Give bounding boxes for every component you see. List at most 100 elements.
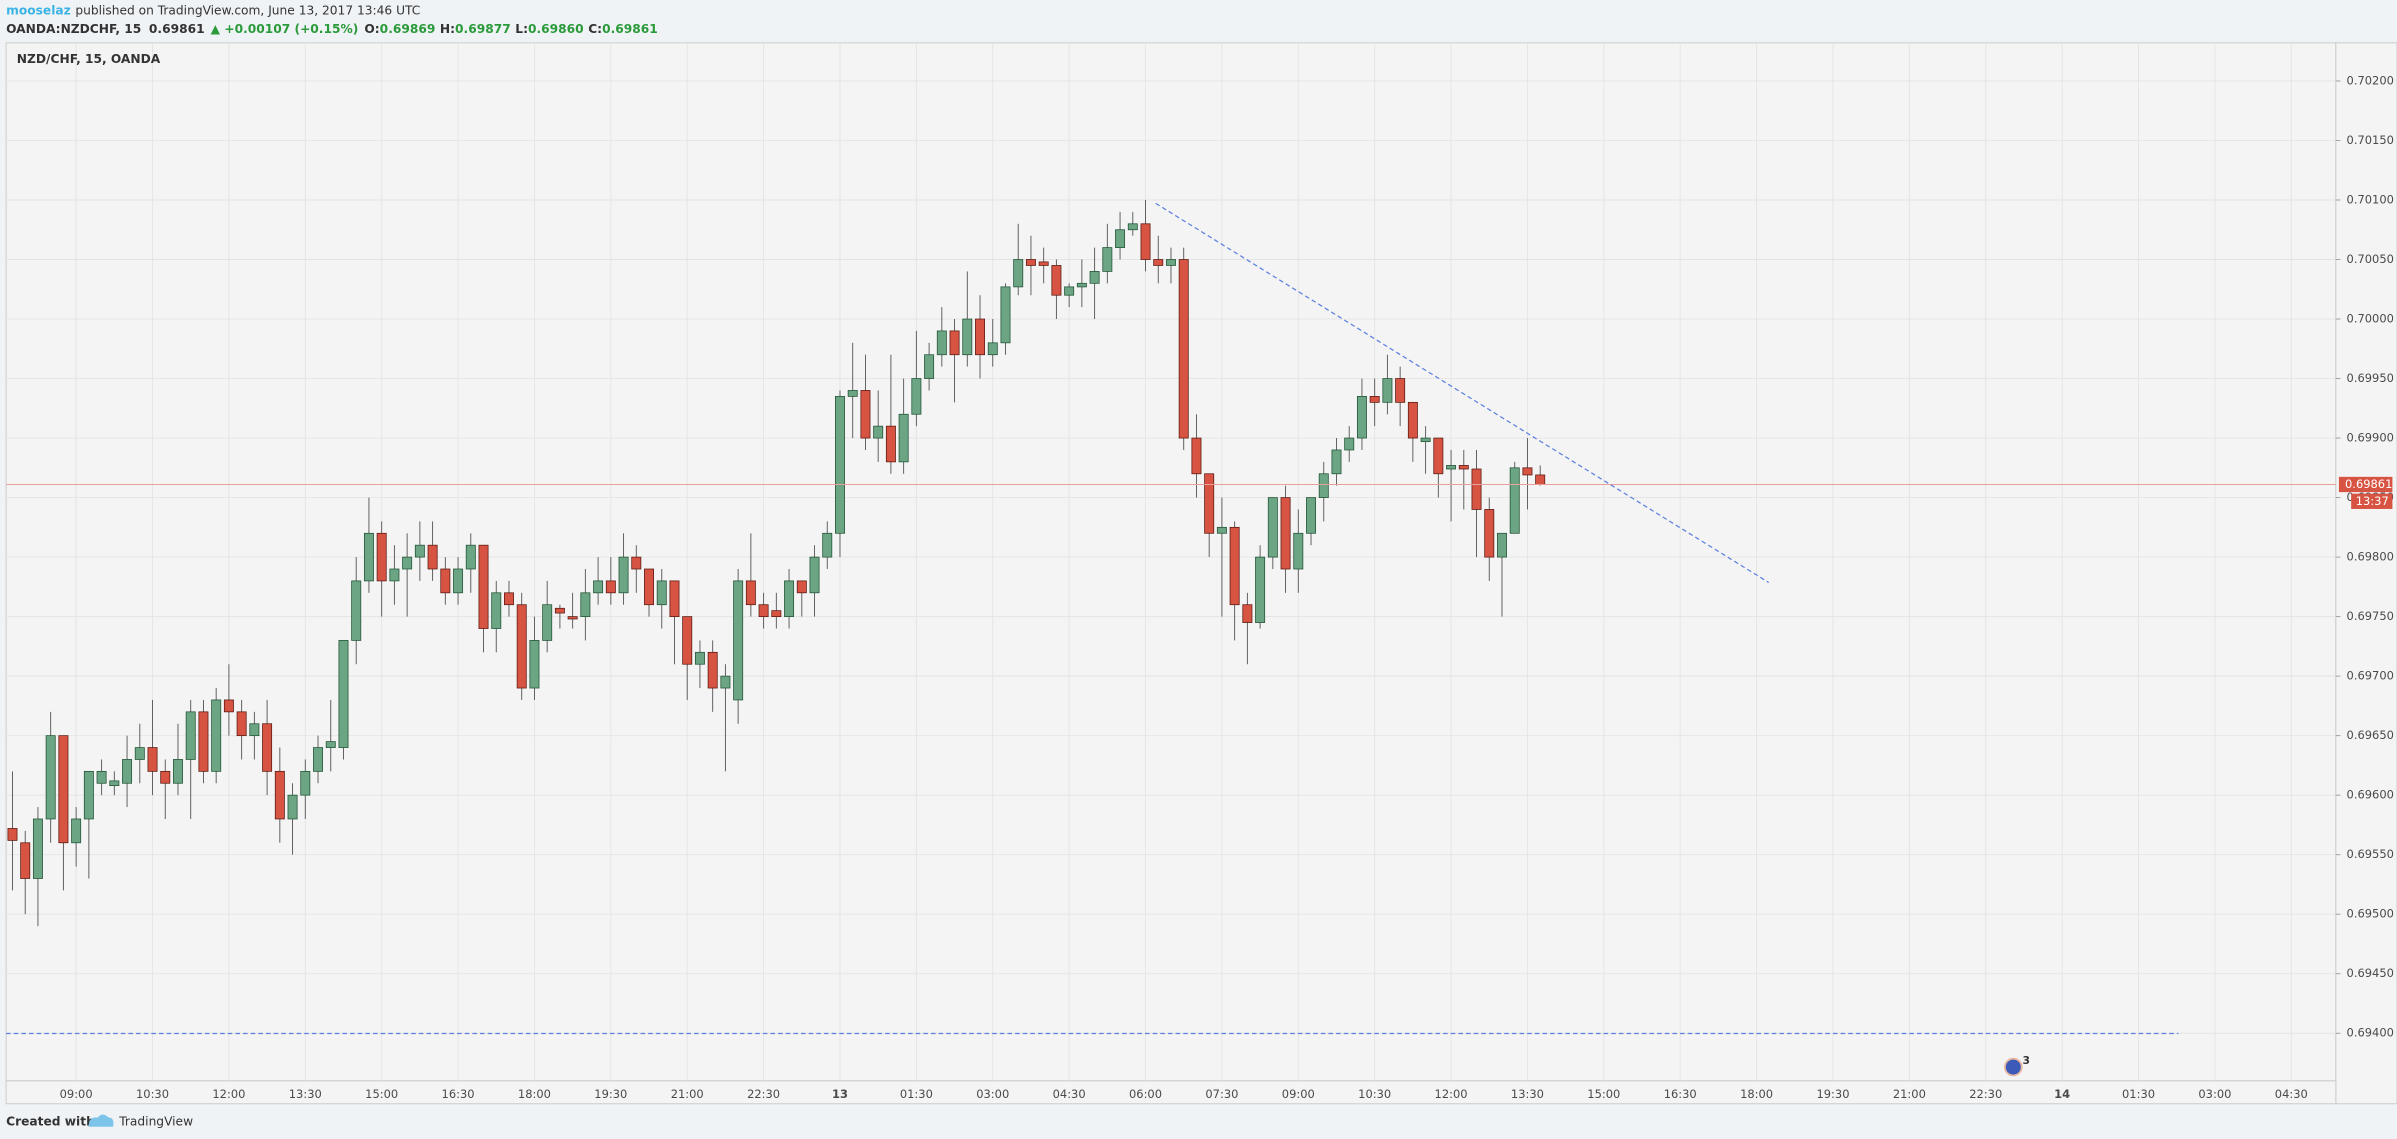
h-value: 0.69877 bbox=[455, 22, 511, 36]
x-tick-label: 07:30 bbox=[1205, 1087, 1238, 1101]
candle-body bbox=[1166, 259, 1176, 266]
candle-body bbox=[1535, 474, 1546, 485]
y-tick-label: 0.69550 bbox=[2347, 847, 2394, 861]
candle-body bbox=[924, 354, 935, 379]
event-icon[interactable] bbox=[2003, 1057, 2023, 1077]
candle-body bbox=[1318, 473, 1329, 498]
candle-body bbox=[1076, 282, 1087, 288]
x-tick-label: 13:30 bbox=[1511, 1087, 1544, 1101]
candle-body bbox=[784, 580, 795, 617]
candle-body bbox=[313, 747, 323, 772]
candle-body bbox=[1522, 467, 1533, 476]
candle-body bbox=[1191, 437, 1202, 475]
x-tick-label: 15:00 bbox=[1587, 1087, 1620, 1101]
candle-body bbox=[160, 770, 171, 784]
candle-body bbox=[96, 770, 107, 784]
candle-body bbox=[173, 759, 183, 784]
trend-line[interactable] bbox=[1155, 202, 1770, 584]
l-key: L: bbox=[515, 22, 528, 36]
candle-body bbox=[1153, 259, 1164, 266]
candle-body bbox=[1458, 465, 1469, 470]
candle-body bbox=[440, 568, 451, 594]
published: published on TradingView.com, June 13, 2… bbox=[75, 3, 420, 17]
chart-title: NZD/CHF, 15, OANDA bbox=[17, 52, 161, 66]
candle-body bbox=[694, 651, 705, 665]
candle-body bbox=[1306, 497, 1316, 534]
candle-body bbox=[644, 568, 654, 606]
x-tick-label: 18:00 bbox=[1740, 1087, 1773, 1101]
x-tick-label: 03:00 bbox=[2198, 1087, 2231, 1101]
price-axis-panel bbox=[2335, 42, 2397, 1105]
x-tick-label: 12:00 bbox=[1435, 1087, 1468, 1101]
candle-body bbox=[1140, 223, 1151, 260]
candle-body bbox=[554, 607, 565, 614]
x-tick-label: 22:30 bbox=[1969, 1087, 2002, 1101]
candle-body bbox=[936, 330, 947, 356]
x-tick-label: 13 bbox=[832, 1087, 848, 1101]
candle-body bbox=[1293, 532, 1304, 570]
candle-body bbox=[1344, 437, 1355, 451]
candle-body bbox=[1204, 473, 1215, 534]
candle-body bbox=[885, 425, 896, 463]
x-tick-label: 19:30 bbox=[594, 1087, 627, 1101]
x-tick-label: 10:30 bbox=[136, 1087, 169, 1101]
candle-body bbox=[516, 604, 527, 689]
candle-body bbox=[873, 425, 884, 439]
footer-created: Created with bbox=[6, 1115, 95, 1129]
candle-body bbox=[20, 842, 31, 879]
candle-body bbox=[7, 828, 18, 841]
candle-body bbox=[1102, 247, 1113, 272]
o-key: O: bbox=[364, 22, 379, 36]
author[interactable]: mooselaz bbox=[6, 3, 71, 17]
y-tick-label: 0.69450 bbox=[2347, 966, 2394, 980]
candle-body bbox=[198, 711, 209, 772]
x-tick-label: 04:30 bbox=[2275, 1087, 2308, 1101]
candle-body bbox=[1025, 259, 1036, 266]
candle-body bbox=[262, 723, 273, 772]
x-tick-label: 09:00 bbox=[60, 1087, 93, 1101]
candle-body bbox=[542, 604, 553, 641]
candle-body bbox=[185, 711, 196, 760]
candle-body bbox=[32, 818, 43, 879]
c-key: C: bbox=[588, 22, 602, 36]
candle-body bbox=[1446, 465, 1457, 470]
y-tick-label: 0.70200 bbox=[2347, 73, 2394, 87]
candle-body bbox=[1255, 556, 1266, 623]
event-count: 3 bbox=[2022, 1054, 2029, 1067]
plot-area bbox=[5, 42, 2337, 1082]
candle-body bbox=[287, 794, 298, 820]
candle-body bbox=[1089, 271, 1100, 284]
candle-body bbox=[351, 580, 362, 641]
h-key: H: bbox=[440, 22, 455, 36]
candle-body bbox=[300, 770, 311, 796]
candle-body bbox=[325, 741, 336, 748]
candle-body bbox=[733, 580, 744, 701]
symbol: OANDA:NZDCHF, 15 bbox=[6, 22, 141, 36]
l-value: 0.69860 bbox=[528, 22, 584, 36]
x-tick-label: 19:30 bbox=[1816, 1087, 1849, 1101]
x-tick-label: 09:00 bbox=[1282, 1087, 1315, 1101]
candle-body bbox=[236, 711, 247, 737]
candle-body bbox=[949, 330, 960, 356]
candle-body bbox=[1115, 229, 1126, 248]
y-tick-label: 0.69650 bbox=[2347, 728, 2394, 742]
candle-body bbox=[1127, 223, 1138, 231]
candle-body bbox=[1229, 526, 1240, 606]
candle-body bbox=[529, 640, 540, 689]
candle-body bbox=[478, 544, 489, 629]
candle-body bbox=[376, 532, 387, 582]
candle-body bbox=[109, 780, 120, 787]
candle-body bbox=[83, 770, 94, 820]
y-tick-label: 0.69900 bbox=[2347, 431, 2394, 445]
o-value: 0.69869 bbox=[380, 22, 436, 36]
candle-body bbox=[1064, 286, 1075, 296]
y-tick-label: 0.69950 bbox=[2347, 371, 2394, 385]
footer-brand[interactable]: TradingView bbox=[118, 1115, 193, 1129]
candle-body bbox=[593, 580, 604, 594]
candle-body bbox=[720, 675, 731, 689]
candle-body bbox=[771, 610, 782, 617]
candle-body bbox=[1407, 401, 1418, 439]
candle-body bbox=[1484, 509, 1495, 558]
countdown-label: 13:37 bbox=[2356, 494, 2389, 508]
candle-body bbox=[1178, 259, 1189, 439]
